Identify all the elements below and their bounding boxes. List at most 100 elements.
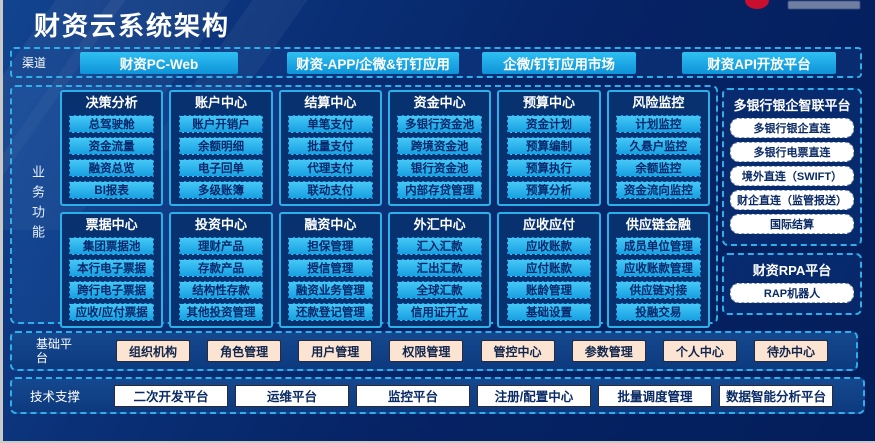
module-item-button[interactable]: 计划监控: [615, 115, 701, 133]
module-item-button[interactable]: 应收账款管理: [615, 259, 701, 277]
module-card-receivable-payable: 应收应付 应收账款 应付账款 账龄管理 基础设置: [497, 212, 601, 328]
module-card-account-center: 账户中心 账户开销户 余额明细 电子回单 多级账簿: [169, 90, 273, 206]
module-card-settlement-center: 结算中心 单笔支付 批量支付 代理支付 联动支付: [278, 90, 382, 206]
channel-button-app-market[interactable]: 企微/钉钉应用市场: [482, 51, 636, 74]
base-platform-button[interactable]: 用户管理: [298, 340, 373, 362]
module-item-button[interactable]: 跨境资金池: [397, 137, 483, 155]
module-item-button[interactable]: 应收/应付票据: [69, 303, 155, 321]
base-platform-button[interactable]: 管控中心: [480, 340, 555, 362]
module-title: 融资中心: [304, 217, 357, 232]
module-item-button[interactable]: 存款产品: [178, 259, 264, 277]
base-platform-button[interactable]: 待办中心: [753, 340, 828, 362]
tech-support-button[interactable]: 监控平台: [356, 384, 470, 407]
bank-connect-button[interactable]: 境外直连（SWIFT）: [730, 166, 854, 186]
module-item-button[interactable]: 批量支付: [287, 137, 373, 155]
module-title: 账户中心: [194, 95, 247, 110]
module-item-button[interactable]: 久悬户监控: [615, 137, 701, 155]
business-functions-label: 业务功能: [30, 164, 45, 245]
module-item-button[interactable]: 全球汇款: [397, 281, 483, 299]
bottom-edge-artifact: [0, 441, 875, 443]
tech-support-button[interactable]: 数据智能分析平台: [719, 384, 833, 407]
module-title: 应收应付: [522, 217, 575, 232]
module-item-button[interactable]: 资金计划: [506, 115, 592, 133]
module-item-button[interactable]: 账龄管理: [506, 281, 592, 299]
module-item-button[interactable]: 跨行电子票据: [69, 281, 155, 299]
channel-button-open-api[interactable]: 财资API开放平台: [682, 51, 836, 74]
module-item-button[interactable]: 代理支付: [287, 159, 373, 177]
bank-connect-panel: 多银行银企智联平台 多银行银企直连 多银行电票直连 境外直连（SWIFT） 财企…: [722, 88, 862, 246]
module-item-button[interactable]: 还款登记管理: [287, 303, 373, 321]
tech-support-bar: 技术支撑 二次开发平台 运维平台 监控平台 注册/配置中心 批量调度管理 数据智…: [10, 377, 865, 414]
module-item-button[interactable]: 本行电子票据: [69, 259, 155, 277]
module-item-button[interactable]: 汇出汇款: [397, 259, 483, 277]
module-card-supply-chain-finance: 供应链金融 成员单位管理 应收账款管理 供应链对接 投融交易: [606, 212, 710, 328]
tech-support-button[interactable]: 运维平台: [235, 384, 349, 407]
module-item-button[interactable]: 理财产品: [178, 237, 264, 255]
module-item-button[interactable]: 联动支付: [287, 181, 373, 199]
bank-connect-button[interactable]: 多银行银企直连: [730, 118, 854, 138]
module-title: 投资中心: [194, 217, 247, 232]
base-platform-button[interactable]: 组织机构: [116, 340, 190, 362]
module-item-button[interactable]: 余额监控: [615, 159, 701, 177]
module-item-button[interactable]: 汇入汇款: [397, 237, 483, 255]
base-platform-items: 组织机构 角色管理 用户管理 权限管理 管控中心 参数管理 个人中心 待办中心: [76, 340, 856, 362]
brand-logo-text-placeholder: [788, 1, 860, 9]
base-platform-button[interactable]: 权限管理: [389, 340, 464, 362]
module-item-button[interactable]: 担保管理: [287, 237, 373, 255]
module-item-button[interactable]: 应收账款: [506, 237, 592, 255]
module-item-button[interactable]: 内部存贷管理: [397, 181, 483, 199]
module-item-button[interactable]: 融资总览: [69, 159, 155, 177]
module-item-button[interactable]: BI报表: [69, 181, 155, 199]
module-item-button[interactable]: 结构性存款: [178, 281, 264, 299]
base-platform-button[interactable]: 个人中心: [662, 340, 737, 362]
module-item-button[interactable]: 预算编制: [506, 137, 592, 155]
tech-support-button[interactable]: 二次开发平台: [114, 384, 228, 407]
module-item-button[interactable]: 多银行资金池: [397, 115, 483, 133]
tech-support-label: 技术支撑: [30, 390, 81, 404]
business-functions-panel: 业务功能 决策分析 总驾驶舱 资金流量 融资总览 BI报表 账户中心 账户开销户…: [10, 85, 718, 328]
module-title: 结算中心: [304, 95, 357, 110]
rpa-panel: 财资RPA平台 RAP机器人: [722, 253, 862, 315]
module-card-funds-center: 资金中心 多银行资金池 跨境资金池 银行资金池 内部存贷管理: [388, 90, 492, 206]
module-item-button[interactable]: 投融交易: [615, 303, 701, 321]
module-title: 决策分析: [85, 95, 138, 110]
module-item-button[interactable]: 基础设置: [506, 303, 592, 321]
base-platform-button[interactable]: 角色管理: [207, 340, 282, 362]
rpa-panel-title: 财资RPA平台: [752, 263, 832, 278]
tech-support-items: 二次开发平台 运维平台 监控平台 注册/配置中心 批量调度管理 数据智能分析平台: [94, 384, 863, 407]
bank-connect-button[interactable]: 财企直连（监管报送）: [730, 190, 854, 210]
module-item-button[interactable]: 账户开销户: [178, 115, 264, 133]
module-item-button[interactable]: 银行资金池: [397, 159, 483, 177]
bank-connect-button[interactable]: 国际结算: [730, 214, 854, 234]
left-edge-artifact: [0, 0, 3, 443]
module-title: 预算中心: [522, 95, 575, 110]
module-item-button[interactable]: 信用证开立: [397, 303, 483, 321]
module-item-button[interactable]: 融资业务管理: [287, 281, 373, 299]
module-item-button[interactable]: 授信管理: [287, 259, 373, 277]
rpa-robot-button[interactable]: RAP机器人: [730, 283, 854, 303]
module-item-button[interactable]: 资金流量: [69, 137, 155, 155]
channel-button-pc-web[interactable]: 财资PC-Web: [80, 51, 238, 74]
base-platform-button[interactable]: 参数管理: [571, 340, 646, 362]
tech-support-button[interactable]: 批量调度管理: [598, 384, 712, 407]
module-item-button[interactable]: 电子回单: [178, 159, 264, 177]
channel-button-app-dingtalk[interactable]: 财资-APP/企微&钉钉应用: [287, 51, 459, 74]
module-item-button[interactable]: 资金流向监控: [615, 181, 701, 199]
module-item-button[interactable]: 余额明细: [178, 137, 264, 155]
module-item-button[interactable]: 多级账簿: [178, 181, 264, 199]
module-item-button[interactable]: 预算执行: [506, 159, 592, 177]
module-item-button[interactable]: 供应链对接: [615, 281, 701, 299]
module-item-button[interactable]: 单笔支付: [287, 115, 373, 133]
bank-connect-panel-title: 多银行银企智联平台: [733, 98, 851, 113]
module-card-forex-center: 外汇中心 汇入汇款 汇出汇款 全球汇款 信用证开立: [388, 212, 492, 328]
module-item-button[interactable]: 其他投资管理: [178, 303, 264, 321]
module-item-button[interactable]: 成员单位管理: [615, 237, 701, 255]
module-item-button[interactable]: 总驾驶舱: [69, 115, 155, 133]
module-item-button[interactable]: 集团票据池: [69, 237, 155, 255]
bank-connect-button[interactable]: 多银行电票直连: [730, 142, 854, 162]
module-card-bills-center: 票据中心 集团票据池 本行电子票据 跨行电子票据 应收/应付票据: [60, 212, 164, 328]
tech-support-button[interactable]: 注册/配置中心: [477, 384, 591, 407]
module-title: 资金中心: [413, 95, 466, 110]
module-item-button[interactable]: 预算分析: [506, 181, 592, 199]
module-item-button[interactable]: 应付账款: [506, 259, 592, 277]
